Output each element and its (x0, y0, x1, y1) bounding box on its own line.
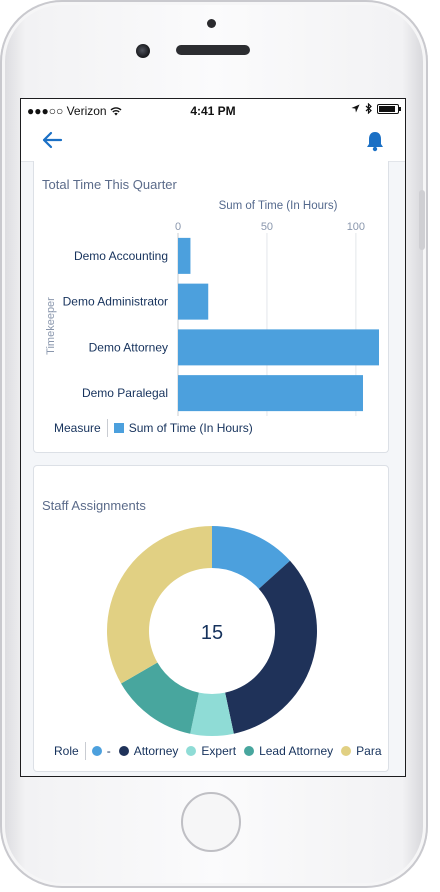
status-icons (351, 103, 401, 114)
status-bar: ●●●○○ Verizon 4:41 PM (21, 99, 405, 121)
legend-item[interactable]: - (91, 744, 111, 758)
clock: 4:41 PM (190, 104, 236, 118)
legend-title: Role (54, 744, 79, 758)
home-button[interactable] (181, 792, 241, 852)
legend-label: Attorney (133, 744, 179, 758)
assignments-card: Staff Assignments 15 Role - Attorney Exper… (33, 465, 389, 772)
category-label: Demo Accounting (74, 249, 168, 263)
app-screen: ●●●○○ Verizon 4:41 PM (20, 98, 406, 777)
category-label: Demo Paralegal (82, 386, 168, 400)
arrow-left-icon[interactable] (41, 130, 63, 150)
bar-demo-attorney[interactable] (178, 329, 379, 366)
category-label: Demo Attorney (89, 340, 168, 354)
legend-dot (244, 746, 255, 756)
legend-label: - (106, 744, 111, 758)
carrier-label: ●●●○○ Verizon (27, 104, 122, 118)
legend-dot (186, 746, 197, 756)
bar-demo-accounting[interactable] (178, 237, 191, 274)
bell-icon[interactable] (365, 130, 385, 152)
phone-frame: ●●●○○ Verizon 4:41 PM (0, 0, 428, 888)
legend-label: Expert (201, 744, 237, 758)
category-label: Demo Administrator (63, 295, 168, 309)
legend-item[interactable]: Sum of Time (In Hours) (113, 421, 253, 435)
bar-demo-administrator[interactable] (178, 283, 209, 320)
donut-center-value: 15 (201, 622, 223, 644)
donut-legend: Role - Attorney Expert Lead Attorney Para (54, 742, 390, 760)
legend-label: Sum of Time (In Hours) (128, 421, 253, 435)
legend-item[interactable]: Lead Attorney (244, 744, 333, 758)
slice-lead-attorney[interactable] (121, 662, 199, 734)
location-arrow-icon (351, 104, 360, 113)
legend-label: Lead Attorney (259, 744, 334, 758)
bar-chart: Sum of Time (In Hours) Timekeeper 0 50 100… (45, 200, 379, 416)
time-card: Total Time This Quarter Sum of Time (In … (33, 161, 389, 453)
nav-bar (21, 121, 405, 162)
y-axis-title: Timekeeper (45, 297, 57, 355)
legend-item[interactable]: Expert (186, 744, 236, 758)
legend-title: Measure (54, 421, 101, 435)
slice-para[interactable] (106, 526, 212, 684)
legend-dot (118, 746, 129, 756)
legend-divider (84, 742, 86, 760)
front-camera (136, 44, 150, 58)
bar-demo-paralegal[interactable] (178, 375, 363, 412)
x-tick-label: 0 (175, 221, 181, 233)
wifi-icon (110, 107, 122, 116)
bar-legend: Measure Sum of Time (In Hours) (54, 419, 261, 437)
side-button (419, 190, 425, 250)
legend-label: Para (356, 744, 382, 758)
slice-attorney[interactable] (225, 560, 318, 734)
legend-dot (341, 746, 352, 756)
x-axis-title: Sum of Time (In Hours) (219, 200, 338, 212)
slice-expert[interactable] (190, 692, 234, 736)
legend-swatch (113, 423, 124, 433)
earpiece-speaker (176, 45, 250, 55)
x-tick-label: 100 (347, 221, 365, 233)
bluetooth-icon (365, 103, 372, 114)
legend-item[interactable]: Para (341, 744, 382, 758)
legend-divider (106, 419, 108, 437)
card-title: Staff Assignments (42, 498, 146, 513)
slice-none[interactable] (212, 526, 291, 589)
x-tick-label: 50 (261, 221, 273, 233)
card-title: Total Time This Quarter (42, 177, 177, 192)
legend-dot (91, 746, 102, 756)
legend-item[interactable]: Attorney (118, 744, 179, 758)
battery-icon (377, 103, 401, 114)
donut-chart: 15 (106, 526, 318, 736)
proximity-sensor (207, 19, 216, 28)
